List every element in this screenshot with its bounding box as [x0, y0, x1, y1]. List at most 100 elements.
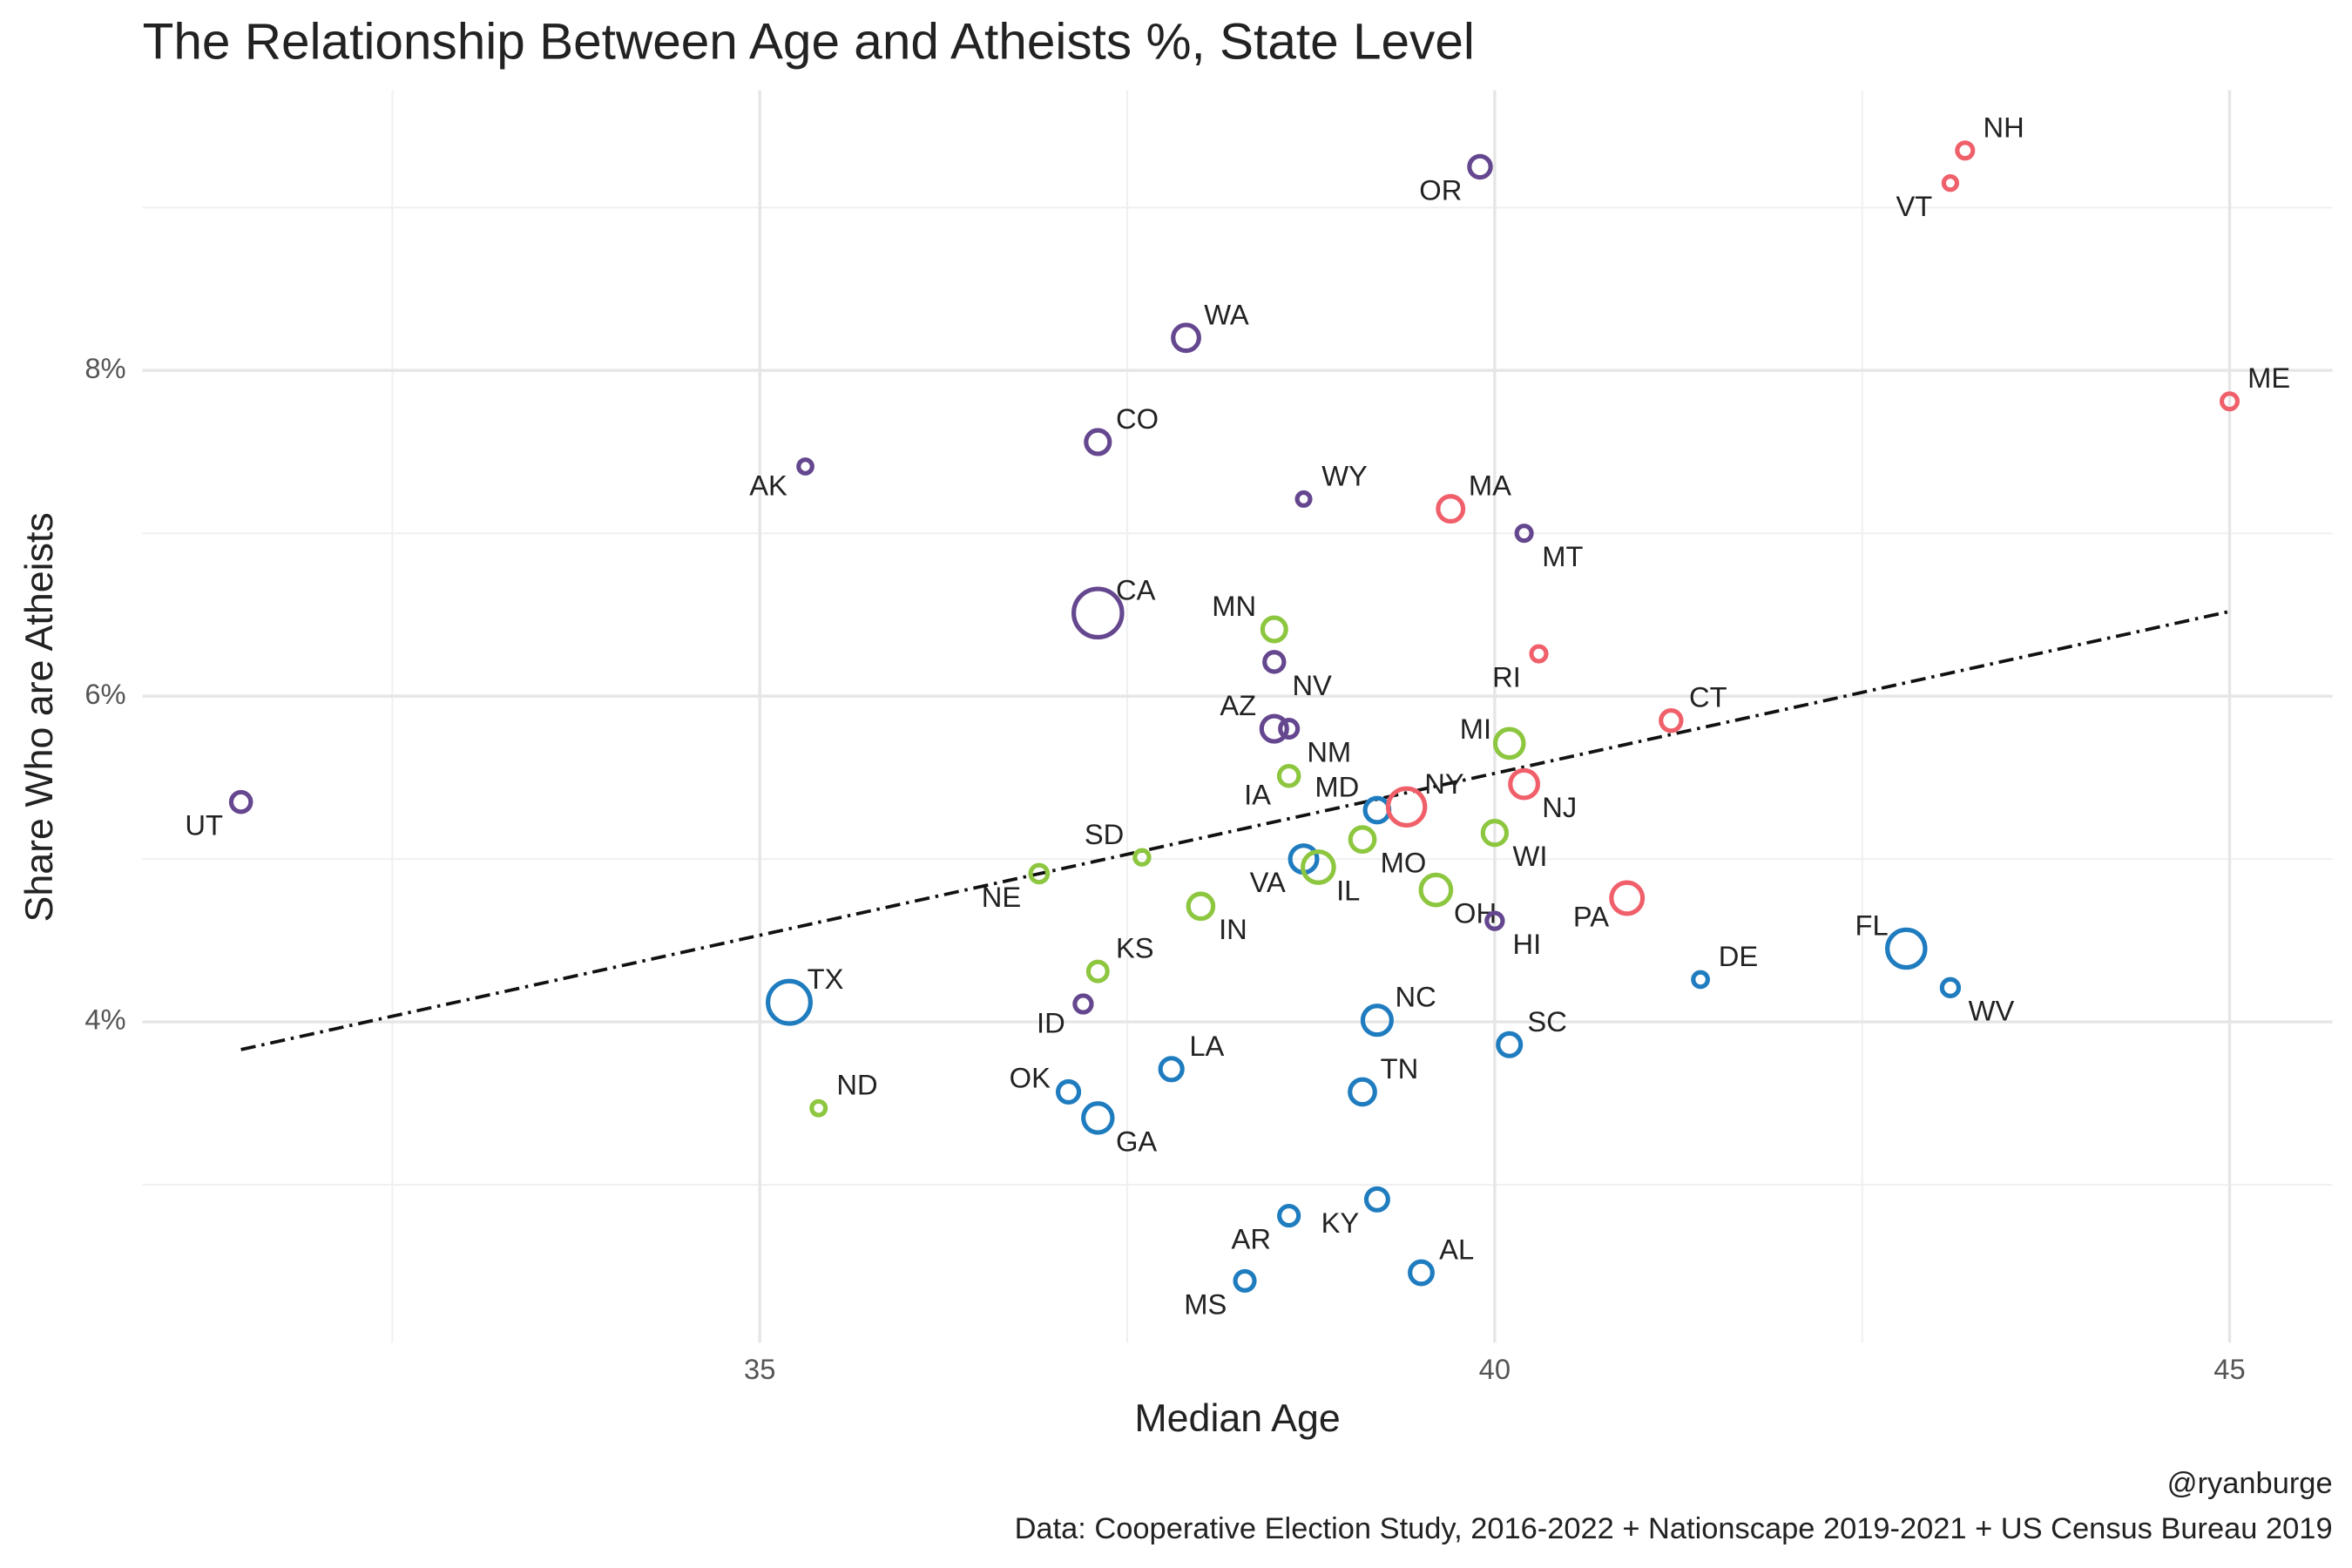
state-point [1467, 153, 1493, 180]
point-label: NJ [1542, 791, 1577, 823]
state-point [1496, 1031, 1524, 1058]
state-point [1484, 910, 1505, 931]
state-point [1348, 825, 1377, 855]
point-label: MN [1212, 590, 1256, 622]
state-point [1294, 490, 1313, 508]
point-label: MT [1542, 540, 1583, 572]
point-label: AR [1232, 1222, 1271, 1254]
y-tick-label: 8% [84, 352, 125, 384]
state-point [1055, 1078, 1082, 1105]
point-label: WY [1321, 459, 1368, 491]
point-label: MA [1469, 470, 1511, 502]
point-label: DE [1719, 940, 1758, 972]
point-label: VA [1250, 866, 1286, 898]
x-axis-title: Median Age [1134, 1396, 1340, 1440]
state-point [1514, 524, 1534, 544]
state-point [1363, 1186, 1390, 1213]
point-label: GA [1116, 1125, 1157, 1157]
state-point [1085, 959, 1110, 983]
point-label: MI [1460, 713, 1491, 745]
state-point [228, 789, 253, 814]
point-label: VT [1896, 190, 1932, 222]
point-label: ME [2247, 362, 2290, 394]
state-point [1941, 174, 1960, 193]
y-tick-label: 4% [84, 1004, 125, 1036]
state-point [1262, 650, 1287, 674]
point-label: IN [1219, 913, 1247, 945]
state-point [809, 1098, 828, 1118]
point-label: CO [1116, 402, 1159, 435]
point-label: OR [1419, 173, 1462, 206]
point-label: NC [1396, 981, 1436, 1013]
y-tick-label: 6% [84, 678, 125, 710]
point-label: ID [1037, 1006, 1065, 1038]
point-label: MO [1381, 847, 1427, 879]
state-point [1132, 848, 1152, 867]
point-label: ND [836, 1069, 877, 1101]
state-point [1158, 1056, 1185, 1083]
state-point [1408, 1259, 1435, 1287]
point-label: PA [1573, 901, 1609, 933]
state-point [1939, 977, 1962, 998]
state-point [1259, 713, 1289, 744]
state-point [1385, 786, 1428, 828]
state-point [1348, 1077, 1377, 1107]
point-label: IA [1244, 779, 1271, 811]
state-point [1072, 993, 1094, 1015]
point-label: TX [808, 963, 844, 995]
state-point [1955, 140, 1976, 161]
point-label: IL [1336, 874, 1360, 906]
point-label: WI [1513, 840, 1548, 872]
state-point [1081, 1101, 1115, 1135]
state-point [1071, 586, 1125, 640]
point-label: WA [1204, 298, 1249, 330]
state-point [796, 457, 814, 476]
point-label: CA [1116, 573, 1156, 605]
plot: UT AK TX ND NE SD ID KS CO CA OK GA WA IN LA MN NV AZ NM IA… [185, 111, 2290, 1320]
state-point [1276, 763, 1301, 788]
state-point [765, 978, 813, 1026]
state-point [1360, 1004, 1394, 1037]
x-tick-label: 40 [1479, 1353, 1511, 1385]
trend-line [240, 610, 2230, 1051]
credit: @ryanburge [2167, 1467, 2333, 1500]
point-label: FL [1855, 909, 1888, 941]
point-label: HI [1513, 928, 1542, 960]
state-point [1609, 880, 1646, 916]
state-point [1278, 717, 1301, 740]
point-label: NH [1983, 111, 2024, 143]
grid: 35 40 45 4% 6% 8% [84, 90, 2333, 1385]
point-label: MS [1184, 1288, 1227, 1320]
state-point [1508, 767, 1541, 801]
state-point [1277, 1203, 1301, 1228]
state-point [1260, 615, 1288, 644]
point-label: MD [1315, 771, 1359, 803]
point-label: AK [749, 469, 787, 501]
point-label: RI [1492, 660, 1521, 693]
point-label: KS [1116, 932, 1154, 964]
state-point [1885, 927, 1928, 970]
point-label: NM [1307, 735, 1351, 767]
point-label: TN [1381, 1052, 1419, 1085]
state-point [1301, 849, 1336, 885]
point-label: KY [1321, 1206, 1360, 1239]
state-point [1418, 872, 1454, 908]
state-point [1186, 891, 1216, 922]
state-point [1529, 644, 1549, 664]
state-point [2219, 391, 2240, 412]
state-point [1084, 428, 1112, 456]
point-label: AL [1439, 1233, 1474, 1266]
point-label: NV [1292, 669, 1332, 701]
state-point [1492, 727, 1526, 760]
state-point [1659, 707, 1684, 733]
state-point [1362, 795, 1392, 825]
source-note: Data: Cooperative Election Study, 2016-2… [1015, 1512, 2333, 1545]
point-label: LA [1189, 1030, 1224, 1062]
point-label: UT [185, 809, 223, 841]
state-point [1028, 862, 1051, 885]
state-point [1480, 819, 1510, 848]
chart-title: The Relationship Between Age and Atheist… [143, 13, 1475, 70]
x-tick-label: 35 [744, 1353, 775, 1385]
point-label: WV [1969, 995, 2015, 1027]
